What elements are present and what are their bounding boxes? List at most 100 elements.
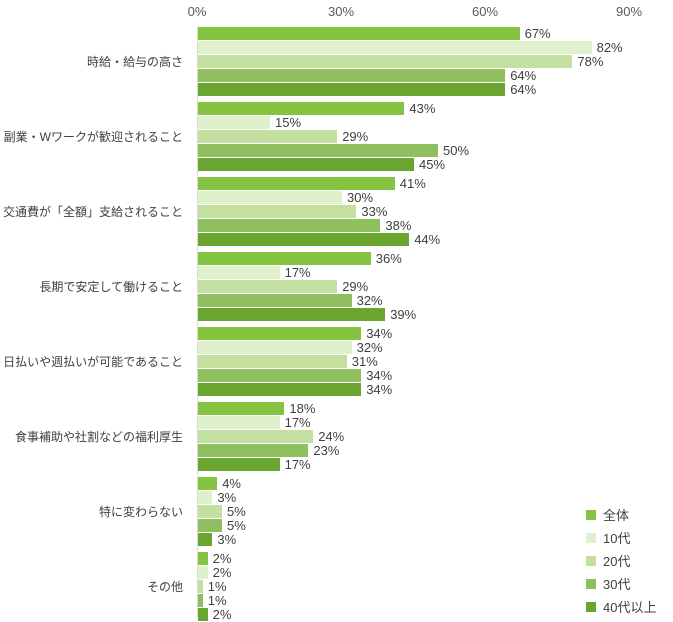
bar-row: 3% (198, 491, 623, 504)
bar-value-label: 82% (596, 40, 623, 55)
bar-row: 29% (198, 130, 623, 143)
bar-group: 67% 82% 78% 64% 64% (198, 27, 623, 96)
bar-value-label: 30% (347, 190, 374, 205)
category-label: 副業・Wワークが歓迎されること (3, 130, 183, 144)
bar (198, 505, 222, 518)
bar-value-label: 34% (366, 368, 393, 383)
bar (198, 369, 362, 382)
bar (198, 69, 506, 82)
legend-item: 20代 (586, 549, 656, 572)
category-label: 特に変わらない (98, 505, 183, 519)
bar-row: 4% (198, 477, 623, 490)
bar (198, 41, 592, 54)
bar-row: 34% (198, 369, 623, 382)
bar-value-label: 64% (510, 68, 537, 83)
bar-value-label: 18% (289, 401, 316, 416)
bar-value-label: 1% (207, 579, 227, 594)
legend-label: 30代 (603, 577, 631, 592)
bar-row: 33% (198, 205, 623, 218)
bar-row: 29% (198, 280, 623, 293)
bar-value-label: 33% (361, 204, 388, 219)
bar-value-label: 41% (399, 176, 426, 191)
x-axis-tick-label: 30% (327, 4, 355, 19)
legend-swatch-icon (586, 578, 596, 589)
bar-row: 50% (198, 144, 623, 157)
bar-row: 34% (198, 327, 623, 340)
bar-value-label: 1% (207, 593, 227, 608)
bar (198, 158, 414, 171)
bar (198, 444, 309, 457)
bar (198, 477, 218, 490)
bar (198, 566, 208, 579)
bar-value-label: 36% (375, 251, 402, 266)
bar-value-label: 23% (313, 443, 340, 458)
bar-value-label: 38% (385, 218, 412, 233)
bar-group: 36% 17% 29% 32% 39% (198, 252, 623, 321)
bar (198, 458, 280, 471)
bar-row: 78% (198, 55, 623, 68)
bar (198, 280, 338, 293)
bar (198, 594, 203, 607)
x-axis-tick-label: 0% (187, 4, 207, 19)
bar-row: 82% (198, 41, 623, 54)
bar (198, 83, 506, 96)
bar (198, 430, 314, 443)
bar-group: 43% 15% 29% 50% 45% (198, 102, 623, 171)
bar-value-label: 17% (284, 415, 311, 430)
bar-row: 32% (198, 294, 623, 307)
plot-area: 67% 82% 78% 64% 64% 43% 15% 29% 50% 45% 41% 30% 33% 3… (198, 27, 623, 622)
bar (198, 416, 280, 429)
bar-row: 24% (198, 430, 623, 443)
legend-swatch-icon (586, 601, 596, 612)
bar (198, 519, 222, 532)
category-label: 時給・給与の高さ (86, 55, 183, 69)
bar (198, 355, 347, 368)
bar (198, 252, 371, 265)
bar-value-label: 32% (356, 293, 383, 308)
bar-row: 34% (198, 383, 623, 396)
bar-row: 31% (198, 355, 623, 368)
x-axis-tick-label: 90% (615, 4, 643, 19)
bar (198, 341, 352, 354)
bar-value-label: 64% (510, 82, 537, 97)
bar-row: 39% (198, 308, 623, 321)
bar (198, 27, 520, 40)
bar-row: 23% (198, 444, 623, 457)
bar (198, 177, 395, 190)
legend-swatch-icon (586, 509, 596, 520)
bar-value-label: 24% (318, 429, 345, 444)
bar (198, 294, 352, 307)
bar-row: 64% (198, 69, 623, 82)
legend: 全体 10代 20代 30代 40代以上 (586, 503, 656, 618)
bar-row: 5% (198, 505, 623, 518)
bar-group: 2% 2% 1% 1% 2% (198, 552, 623, 621)
bar-row: 41% (198, 177, 623, 190)
bar-row: 38% (198, 219, 623, 232)
bar-row: 43% (198, 102, 623, 115)
bar-value-label: 2% (212, 565, 232, 580)
bar-value-label: 43% (409, 101, 436, 116)
bar-group: 4% 3% 5% 5% 3% (198, 477, 623, 546)
category-label: 長期で安定して働けること (39, 280, 183, 294)
legend-label: 20代 (603, 554, 631, 569)
bar-value-label: 44% (414, 232, 441, 247)
bar-value-label: 17% (284, 457, 311, 472)
bar-row: 18% (198, 402, 623, 415)
bar (198, 233, 410, 246)
bar-value-label: 67% (524, 26, 551, 41)
bar-group: 34% 32% 31% 34% 34% (198, 327, 623, 396)
bar-row: 15% (198, 116, 623, 129)
legend-label: 全体 (603, 508, 630, 523)
bar (198, 191, 342, 204)
legend-item: 30代 (586, 572, 656, 595)
bar-row: 2% (198, 608, 623, 621)
bar (198, 130, 338, 143)
bar-value-label: 2% (212, 607, 232, 622)
bar (198, 533, 213, 546)
category-label: 交通費が「全額」支給されること (2, 205, 183, 219)
legend-item: 40代以上 (586, 595, 656, 618)
legend-item: 10代 (586, 526, 656, 549)
bar (198, 491, 213, 504)
bar-value-label: 29% (342, 129, 369, 144)
